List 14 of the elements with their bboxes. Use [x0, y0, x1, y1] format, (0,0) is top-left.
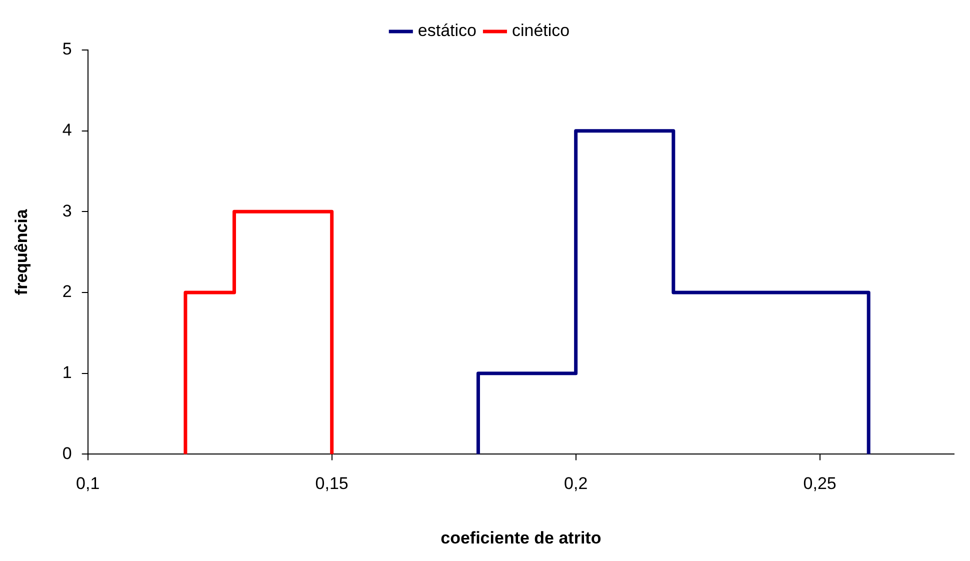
- legend-label: estático: [418, 21, 476, 40]
- legend-label: cinético: [512, 21, 570, 40]
- y-tick-label: 4: [62, 120, 72, 140]
- x-tick-label: 0,2: [564, 474, 588, 494]
- y-tick-label: 3: [62, 201, 72, 220]
- y-tick-label: 2: [62, 282, 72, 302]
- x-tick-label: 0,1: [76, 474, 100, 494]
- x-tick-label: 0,15: [315, 474, 348, 494]
- y-tick-label: 0: [62, 444, 72, 463]
- y-tick-label: 1: [62, 363, 72, 382]
- x-tick-label: 0,25: [803, 474, 836, 494]
- y-axis-title: frequência: [12, 208, 31, 296]
- y-tick-label: 5: [62, 40, 72, 59]
- x-axis-title: coeficiente de atrito: [440, 528, 602, 548]
